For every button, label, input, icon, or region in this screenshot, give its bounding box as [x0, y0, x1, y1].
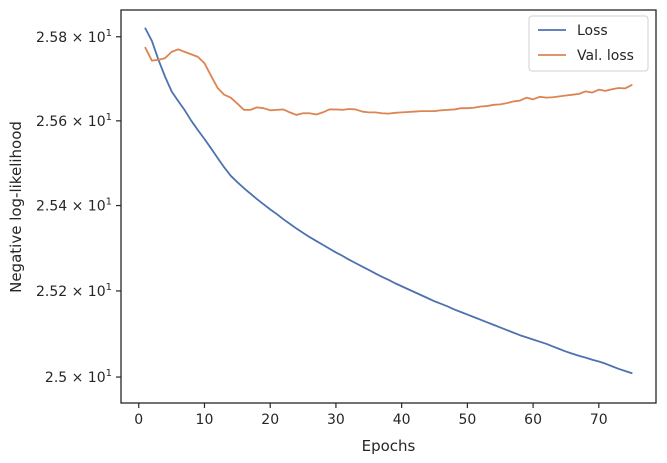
legend-label-val-loss: Val. loss [577, 48, 634, 64]
x-tick-label: 20 [261, 412, 279, 428]
plot-frame [120, 9, 657, 404]
y-axis: 2.5 × 101 2.52 × 101 2.54 × 101 2.56 × 101 2… [36, 28, 121, 386]
x-axis: 0 10 20 30 40 50 60 70 [134, 403, 608, 428]
legend-label-loss: Loss [577, 23, 608, 39]
series-layer [144, 27, 633, 375]
x-axis-label: Epochs [362, 437, 416, 455]
y-tick-label: 2.5 × 101 [45, 368, 112, 386]
series-line-val-loss [144, 46, 633, 116]
legend: Loss Val. loss [528, 15, 649, 72]
y-axis-label: Negative log-likelihood [7, 121, 25, 293]
y-tick-label: 2.58 × 101 [36, 28, 112, 46]
x-tick-label: 30 [327, 412, 345, 428]
x-tick-label: 0 [134, 412, 143, 428]
y-tick-label: 2.52 × 101 [36, 282, 112, 300]
y-tick-label: 2.56 × 101 [36, 112, 112, 130]
x-tick-label: 10 [196, 412, 214, 428]
x-tick-label: 70 [590, 412, 608, 428]
y-tick-label: 2.54 × 101 [36, 197, 112, 215]
series-line-loss [144, 27, 633, 375]
x-tick-label: 60 [524, 412, 542, 428]
x-tick-label: 40 [393, 412, 411, 428]
x-tick-label: 50 [458, 412, 476, 428]
